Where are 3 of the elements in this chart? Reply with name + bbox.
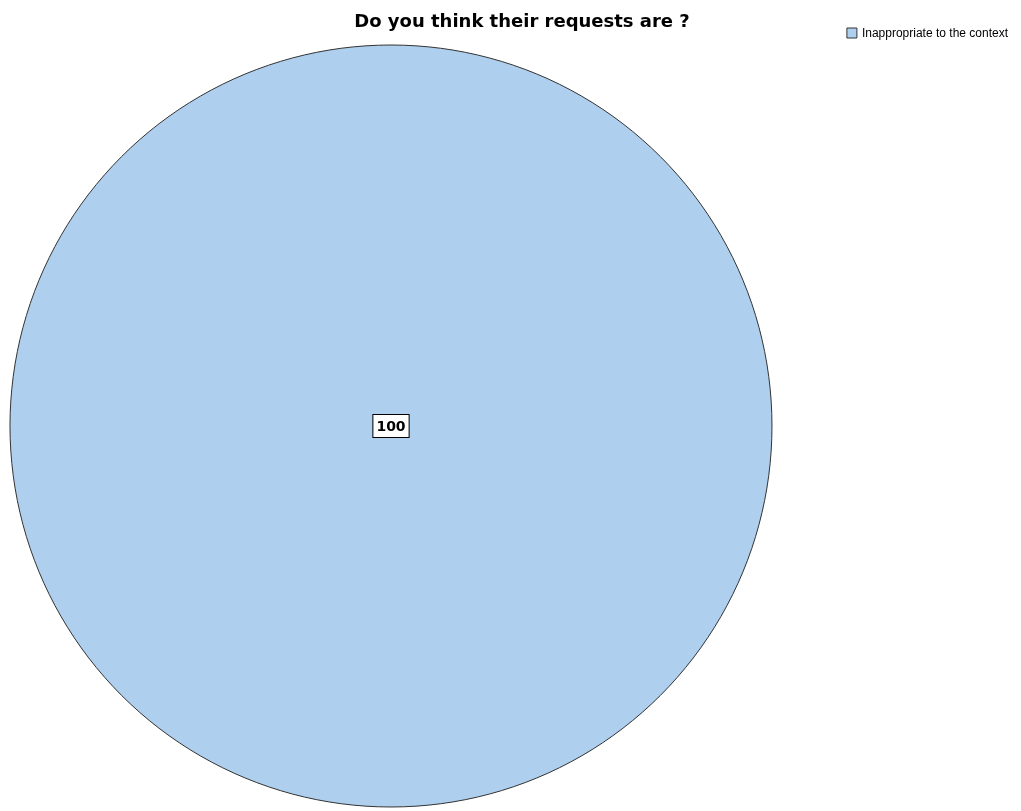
chart-title: Do you think their requests are ? <box>354 9 690 31</box>
legend-label: Inappropriate to the context <box>861 26 1009 40</box>
data-label: 100 <box>376 418 406 434</box>
